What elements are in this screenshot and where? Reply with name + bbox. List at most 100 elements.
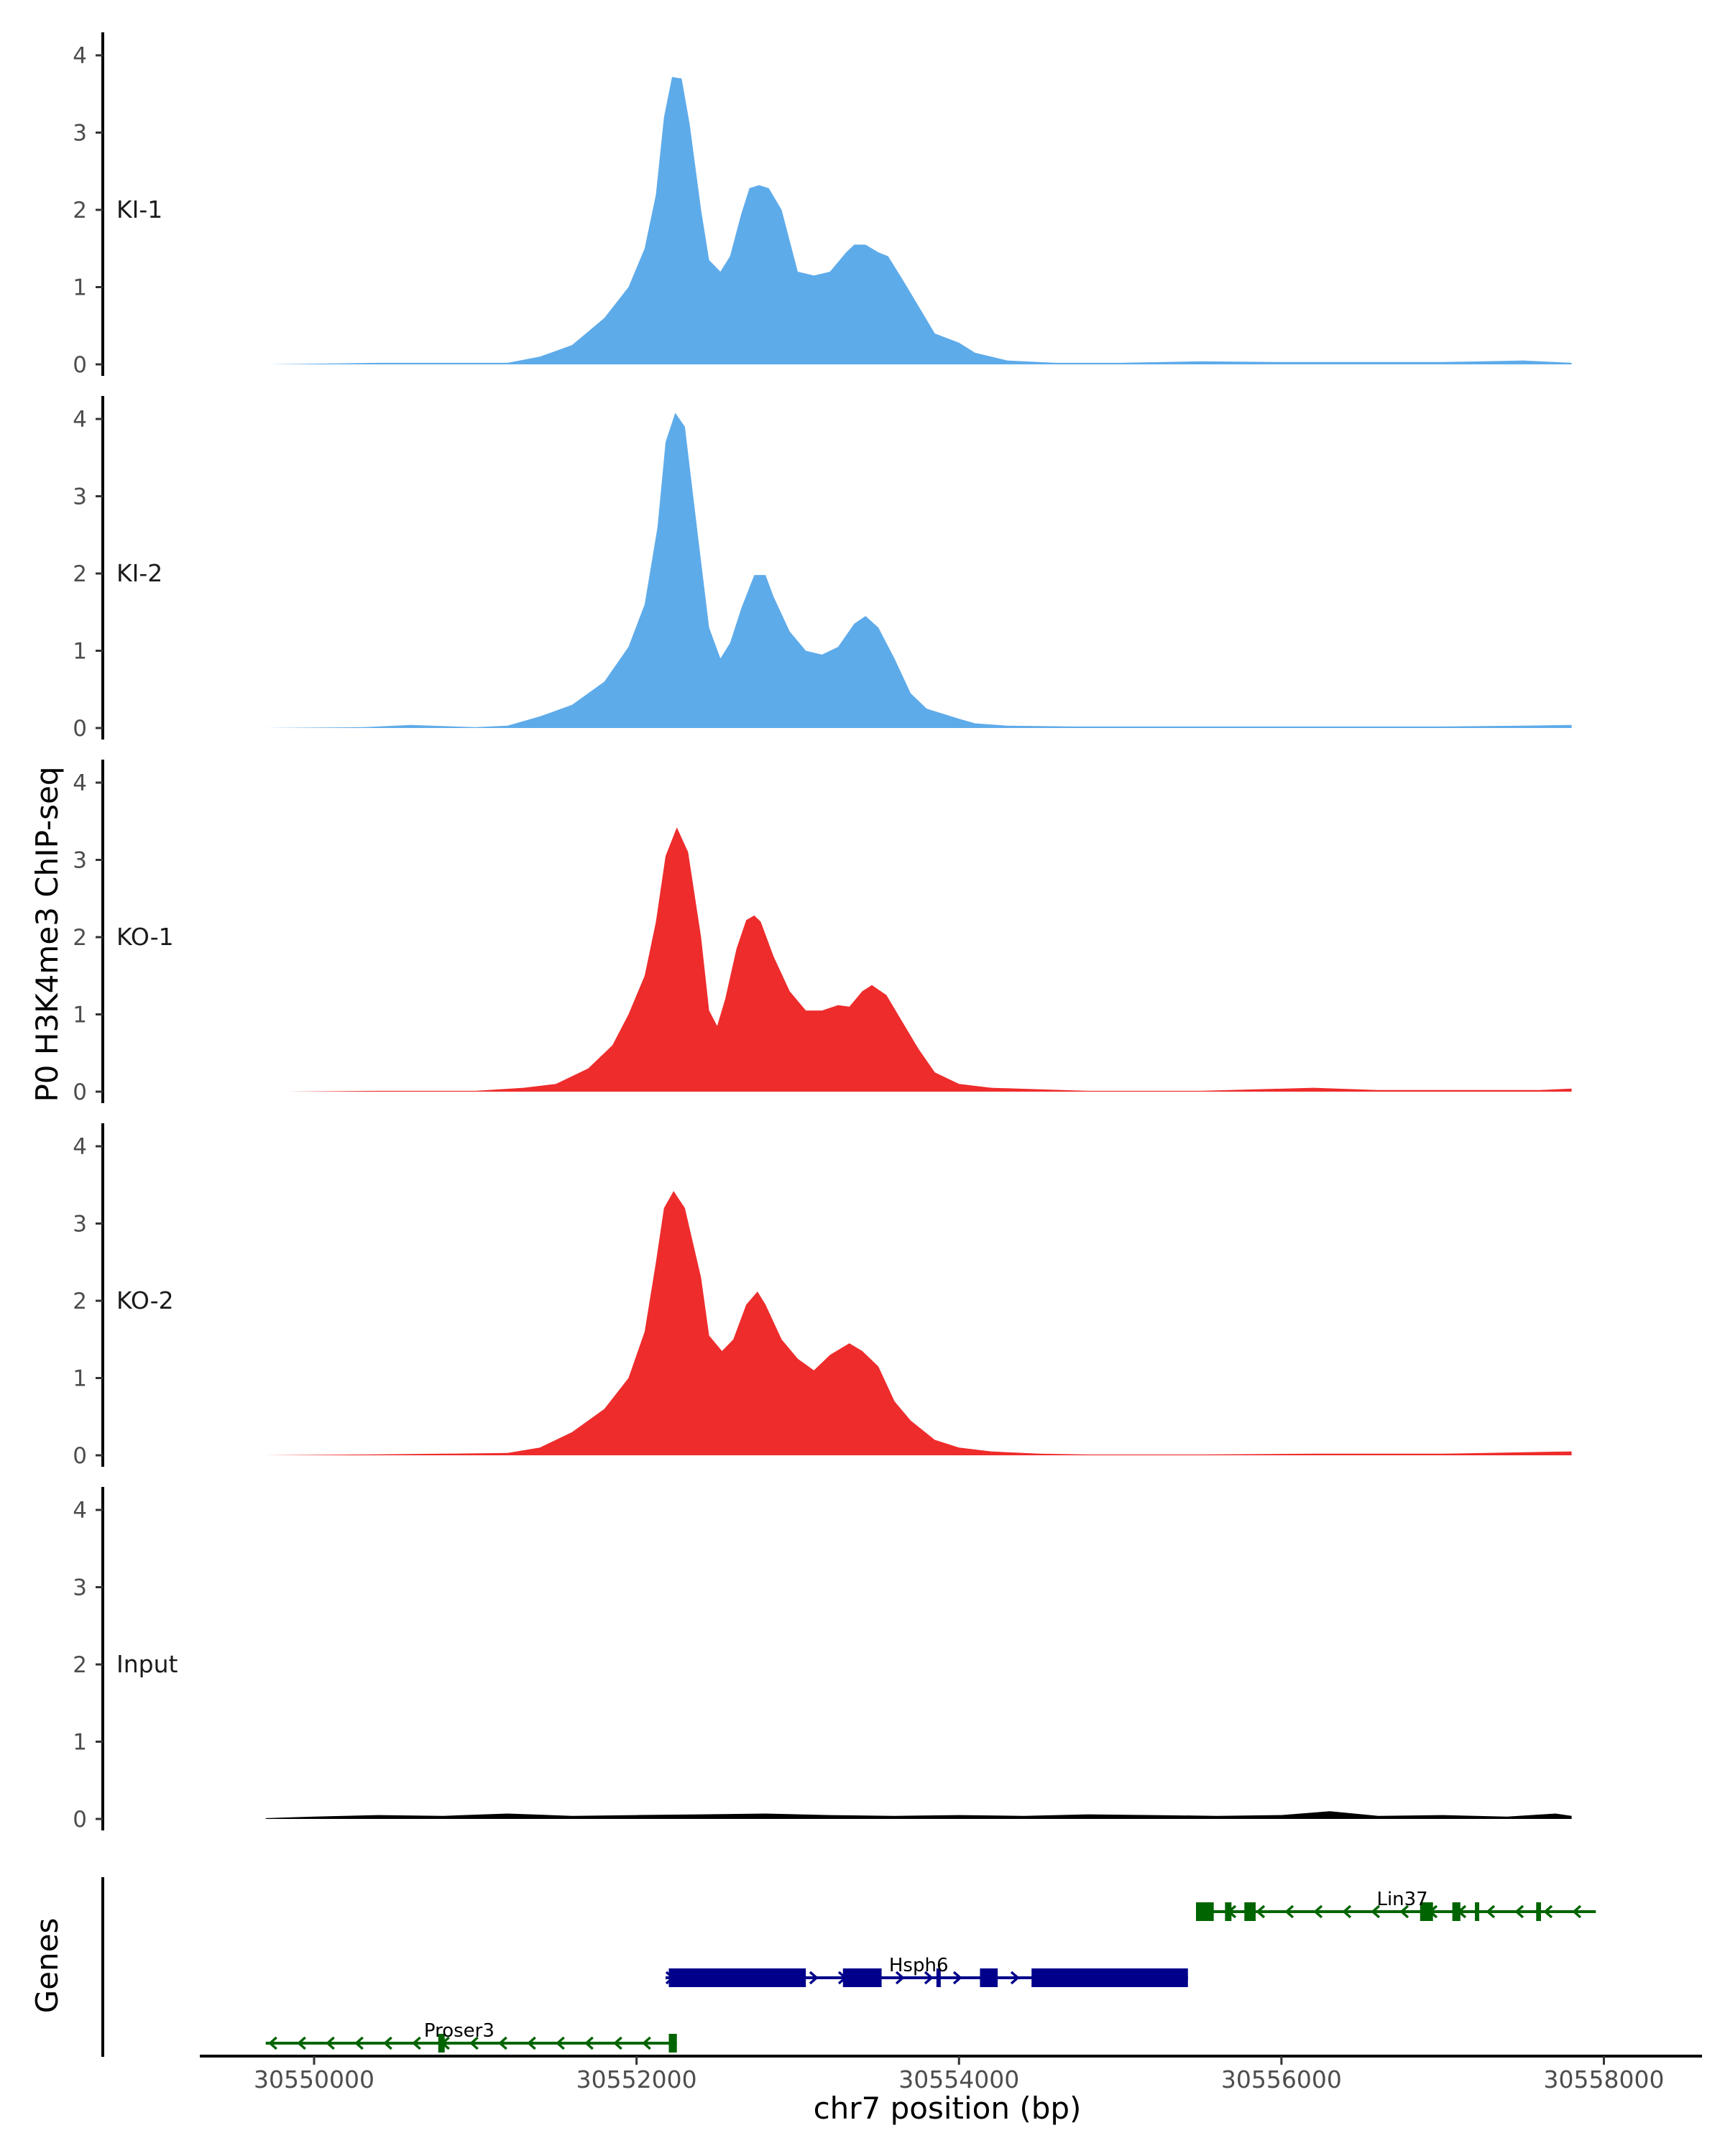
- gene-exon: [1536, 1902, 1542, 1921]
- x-tick-label: 30552000: [576, 2065, 697, 2093]
- y-tick-label: 3: [73, 848, 87, 874]
- y-tick-label: 3: [73, 1575, 87, 1601]
- y-tick-label: 2: [73, 1652, 87, 1678]
- x-tick-label: 30556000: [1221, 2065, 1342, 2093]
- track-name-ki-1: KI-1: [116, 195, 162, 224]
- strand-arrow: [1514, 1904, 1524, 1919]
- coverage-area-ko-1: [286, 827, 1572, 1092]
- gene-exon: [980, 1968, 998, 1987]
- x-tick-label: 30550000: [254, 2065, 374, 2093]
- coverage-area-ki-2: [265, 413, 1572, 728]
- y-axis-label: P0 H3K4me3 ChIP-seq: [29, 766, 65, 1102]
- strand-arrow: [354, 2036, 364, 2050]
- gene-label: Hsph6: [889, 1955, 949, 1976]
- y-tick-label: 0: [73, 1443, 87, 1469]
- strand-arrow: [326, 2036, 335, 2050]
- track-name-ko-2: KO-2: [116, 1286, 174, 1314]
- y-tick-label: 4: [73, 770, 87, 796]
- y-tick-label: 0: [73, 1079, 87, 1105]
- strand-arrow: [1284, 1904, 1294, 1919]
- gene-exon: [668, 2034, 677, 2053]
- y-tick-label: 0: [73, 1807, 87, 1833]
- x-axis-label: chr7 position (bp): [814, 2091, 1082, 2126]
- strand-arrow: [1486, 1904, 1496, 1919]
- strand-arrow: [584, 2036, 594, 2050]
- track-name-ko-1: KO-1: [116, 923, 174, 951]
- track-name-input: Input: [116, 1650, 178, 1678]
- y-tick-label: 3: [73, 121, 87, 147]
- coverage-area-ki-1: [270, 77, 1572, 364]
- gene-exon: [668, 1968, 806, 1987]
- y-tick-label: 1: [73, 639, 87, 665]
- y-tick-label: 2: [73, 925, 87, 951]
- track-name-ki-2: KI-2: [116, 559, 162, 587]
- strand-arrow: [1572, 1904, 1582, 1919]
- gene-exon: [936, 1968, 941, 1987]
- coverage-area-input: [265, 1811, 1572, 1819]
- strand-arrow: [1543, 1904, 1553, 1919]
- x-axis: 30550000 30552000 30554000 30556000 30558000: [200, 2055, 1702, 2093]
- gene-exon: [1244, 1902, 1256, 1921]
- strand-arrow: [297, 2036, 306, 2050]
- strand-arrow: [1399, 1904, 1409, 1919]
- strand-arrow: [895, 1971, 905, 1985]
- strand-arrow: [1010, 1971, 1020, 1985]
- y-tick-label: 2: [73, 1289, 87, 1314]
- y-tick-label: 4: [73, 407, 87, 433]
- genes-track-label: Genes: [29, 1918, 65, 2014]
- strand-arrow: [924, 1971, 934, 1985]
- strand-arrow: [642, 2036, 651, 2050]
- coverage-area-ko-2: [265, 1191, 1572, 1455]
- y-tick-label: 4: [73, 43, 87, 69]
- gene-hsph6: Hsph6: [665, 1955, 1188, 1987]
- gene-exon: [842, 1968, 882, 1987]
- track-panel-ko-2: 0 1 2 3 4 KO-2: [73, 1123, 1572, 1469]
- y-tick-label: 0: [73, 716, 87, 742]
- strand-arrow: [1342, 1904, 1352, 1919]
- gene-exon: [1225, 1902, 1232, 1921]
- track-panel-ki-2: 0 1 2 3 4 KI-2: [73, 396, 1572, 742]
- y-tick-label: 1: [73, 1003, 87, 1028]
- coverage-tracks: 0 1 2 3 4 KI-1 0 1 2 3 4 KI-2 0 1 2 3 4 KO-1 0 1 2 3 4 KO-2 0 1 2 3…: [73, 32, 1572, 1833]
- gene-exon: [438, 2034, 445, 2053]
- gene-exon: [1475, 1902, 1480, 1921]
- y-tick-label: 3: [73, 484, 87, 510]
- gene-exon: [1452, 1902, 1460, 1921]
- strand-arrow: [1371, 1904, 1381, 1919]
- gene-exon: [1031, 1968, 1188, 1987]
- gene-exon: [1195, 1902, 1214, 1921]
- x-tick-label: 30558000: [1544, 2065, 1665, 2093]
- strand-arrow: [1313, 1904, 1323, 1919]
- y-tick-label: 1: [73, 1730, 87, 1756]
- gene-proser3: Proser3: [265, 2020, 677, 2053]
- strand-arrow: [383, 2036, 392, 2050]
- strand-arrow: [527, 2036, 536, 2050]
- y-tick-label: 4: [73, 1498, 87, 1524]
- x-tick-label: 30554000: [898, 2065, 1019, 2093]
- gene-label: Proser3: [424, 2020, 494, 2042]
- strand-arrow: [613, 2036, 622, 2050]
- gene-annotation-track: Lin37 Hsph6 Proser3: [101, 1877, 1596, 2057]
- y-tick-label: 1: [73, 1366, 87, 1392]
- strand-arrow: [268, 2036, 277, 2050]
- gene-label: Lin37: [1376, 1889, 1427, 1910]
- y-tick-label: 2: [73, 198, 87, 224]
- strand-arrow: [498, 2036, 507, 2050]
- y-tick-label: 4: [73, 1134, 87, 1160]
- track-panel-ko-1: 0 1 2 3 4 KO-1: [73, 760, 1572, 1105]
- track-panel-ki-1: 0 1 2 3 4 KI-1: [73, 32, 1572, 378]
- strand-arrow: [469, 2036, 479, 2050]
- y-tick-label: 3: [73, 1212, 87, 1238]
- track-panel-input: 0 1 2 3 4 Input: [73, 1487, 1572, 1833]
- y-tick-label: 1: [73, 275, 87, 301]
- gene-lin37: Lin37: [1195, 1889, 1596, 1921]
- gene-exon: [1420, 1902, 1433, 1921]
- strand-arrow: [412, 2036, 421, 2050]
- strand-arrow: [556, 2036, 565, 2050]
- strand-arrow: [952, 1971, 962, 1985]
- strand-arrow: [1256, 1904, 1266, 1919]
- strand-arrow: [809, 1971, 819, 1985]
- y-tick-label: 2: [73, 561, 87, 587]
- y-tick-label: 0: [73, 352, 87, 378]
